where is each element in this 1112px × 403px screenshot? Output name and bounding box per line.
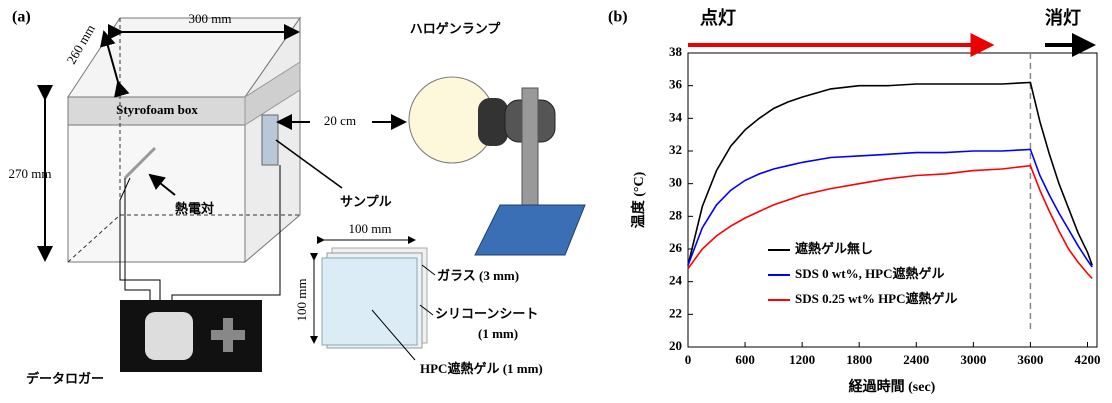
base: [475, 205, 585, 255]
width-label: 300 mm: [189, 11, 232, 26]
series-line: [688, 166, 1092, 279]
y-tick-label: 24: [669, 273, 683, 288]
y-tick-label: 32: [669, 142, 682, 157]
diagram: (a) Styrofoam box 260 mm 300 mm 270 mm 熱…: [9, 9, 585, 386]
y-tick-label: 26: [669, 240, 683, 255]
y-tick-label: 34: [669, 109, 683, 124]
page: {"diagram": {"label": "(a)", "depth": "2…: [0, 0, 1112, 403]
series-line: [688, 82, 1092, 265]
lamp-head: [478, 98, 508, 146]
x-tick-label: 600: [735, 352, 755, 367]
legend-label: SDS 0 wt%, HPC遮熱ゲル: [795, 266, 945, 281]
box-label: Styrofoam box: [116, 102, 198, 117]
figure: (a) Styrofoam box 260 mm 300 mm 270 mm 熱…: [0, 0, 1112, 403]
x-axis-title: 経過時間 (sec): [849, 378, 936, 395]
y-tick-label: 36: [669, 77, 683, 92]
pane-height-label: 100 mm: [294, 279, 309, 322]
panel-label: (a): [12, 9, 31, 26]
legend-label: 遮熱ゲル無し: [795, 241, 873, 256]
x-tick-label: 4200: [1074, 352, 1100, 367]
off-label: 消灯: [1045, 7, 1081, 28]
silicone-label: シリコーンシート: [435, 306, 538, 321]
pane: [322, 258, 417, 345]
glass-label: ガラス (3 mm): [437, 268, 519, 283]
distance-label: 20 cm: [324, 113, 356, 128]
y-tick-label: 22: [669, 305, 682, 320]
gel-label: HPC遮熱ゲル (1 mm): [420, 361, 543, 376]
x-tick-label: 3000: [960, 352, 986, 367]
y-tick-label: 28: [669, 207, 683, 222]
logger-screen: [145, 312, 193, 360]
x-tick-label: 1800: [846, 352, 872, 367]
y-tick-label: 38: [669, 44, 683, 59]
x-tick-label: 3600: [1017, 352, 1043, 367]
lamp-label: ハロゲンランプ: [410, 21, 502, 36]
height-label: 270 mm: [9, 166, 52, 181]
x-tick-label: 2400: [903, 352, 929, 367]
legend-label: SDS 0.25 wt% HPC遮熱ゲル: [795, 291, 958, 306]
pole: [522, 88, 538, 208]
x-tick-label: 0: [685, 352, 692, 367]
y-tick-label: 30: [669, 175, 682, 190]
thermocouple-label: 熱電対: [175, 201, 214, 216]
sample-label: サンプル: [340, 194, 392, 209]
chart: (b) 点灯 消灯 経過時間 (sec) 温度 (°C) 20 22 24 26 28 3…: [608, 7, 1100, 395]
silicone-thickness: (1 mm): [478, 326, 518, 341]
on-label: 点灯: [700, 7, 736, 28]
logger-label: データロガー: [26, 371, 104, 386]
y-tick-label: 20: [669, 338, 682, 353]
panel-label: (b): [608, 9, 628, 26]
sample-window: [262, 115, 278, 165]
y-axis-title: 温度 (°C): [630, 171, 647, 228]
x-tick-label: 1200: [789, 352, 815, 367]
pane-width-label: 100 mm: [349, 221, 392, 236]
